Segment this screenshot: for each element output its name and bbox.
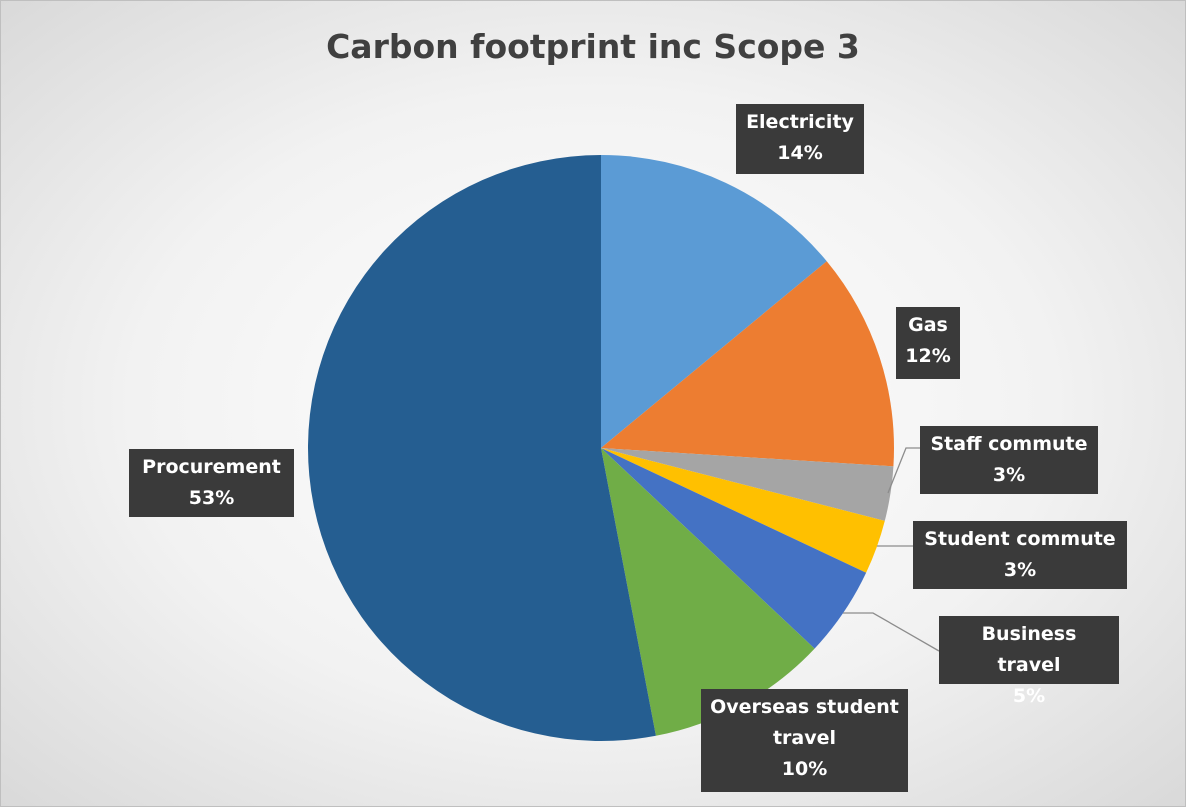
data-label: Staff commute 3% [920,426,1098,494]
data-label: Business travel 5% [939,616,1119,707]
label-value: 10% [781,758,828,780]
pie-slice [601,448,885,573]
label-value: 3% [1003,559,1037,581]
label-category: Staff commute [930,433,1088,455]
leader-line [887,447,920,494]
pie-slice [601,448,894,521]
pie-slice [601,155,827,448]
leader-line [843,612,940,652]
label-category: Procurement [142,456,281,478]
label-value: 3% [992,464,1026,486]
data-label: Electricity 14% [736,104,864,174]
pie-slice [601,448,815,736]
label-category: Gas [908,314,948,336]
data-label: Gas 12% [896,307,960,379]
label-category: Business travel [981,623,1077,676]
label-category: Student commute [924,528,1116,550]
data-label: Procurement 53% [129,449,294,517]
label-value: 14% [777,142,823,164]
label-value: 12% [905,345,951,367]
label-category: Electricity [746,111,854,133]
chart-title: Carbon footprint inc Scope 3 [326,27,860,66]
data-label: Student commute 3% [913,521,1127,589]
label-value: 5% [1012,685,1046,707]
label-category: Overseas student travel [710,696,899,749]
pie-slice [601,261,894,467]
label-value: 53% [188,487,235,509]
pie-slice [601,448,867,649]
pie-slice [307,155,656,741]
data-label: Overseas student travel 10% [701,689,908,792]
